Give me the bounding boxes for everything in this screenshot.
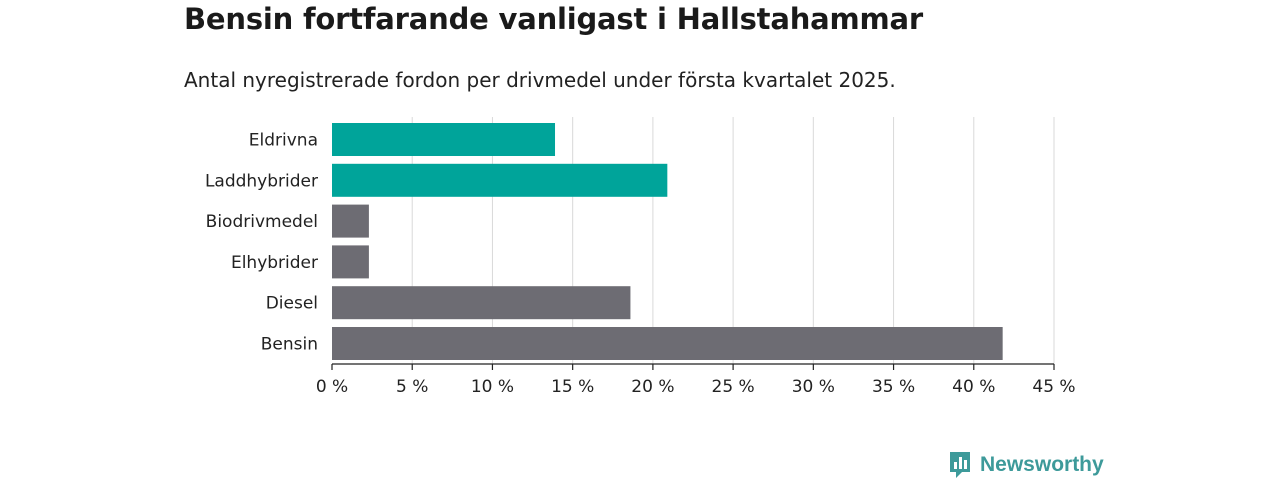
bar xyxy=(332,245,369,279)
bar xyxy=(332,163,668,197)
chart-title: Bensin fortfarande vanligast i Hallstaha… xyxy=(184,2,924,36)
x-tick-label: 5 % xyxy=(396,377,428,397)
x-tick-label: 15 % xyxy=(551,377,594,397)
x-tick-label: 0 % xyxy=(316,377,348,397)
bar xyxy=(332,204,369,238)
x-tick-label: 25 % xyxy=(712,377,755,397)
category-label: Laddhybrider xyxy=(205,171,318,191)
bar xyxy=(332,327,1003,360)
x-tick-label: 40 % xyxy=(952,377,995,397)
brand-logo: Newsworthy xyxy=(948,450,1104,480)
newsworthy-logo-icon xyxy=(950,452,970,478)
x-tick-label: 20 % xyxy=(631,377,674,397)
x-tick-label: 30 % xyxy=(792,377,835,397)
x-tick-label: 45 % xyxy=(1032,377,1075,397)
brand-name: Newsworthy xyxy=(980,453,1104,476)
category-label: Diesel xyxy=(266,294,318,314)
category-label: Bensin xyxy=(261,335,318,355)
x-tick-label: 10 % xyxy=(471,377,514,397)
category-label: Elhybrider xyxy=(231,253,318,273)
x-tick-label: 35 % xyxy=(872,377,915,397)
bar xyxy=(332,123,556,156)
chart-subtitle: Antal nyregistrerade fordon per drivmede… xyxy=(184,68,896,92)
category-label: Biodrivmedel xyxy=(206,212,318,232)
category-label: Eldrivna xyxy=(249,131,318,151)
bar xyxy=(332,286,631,320)
